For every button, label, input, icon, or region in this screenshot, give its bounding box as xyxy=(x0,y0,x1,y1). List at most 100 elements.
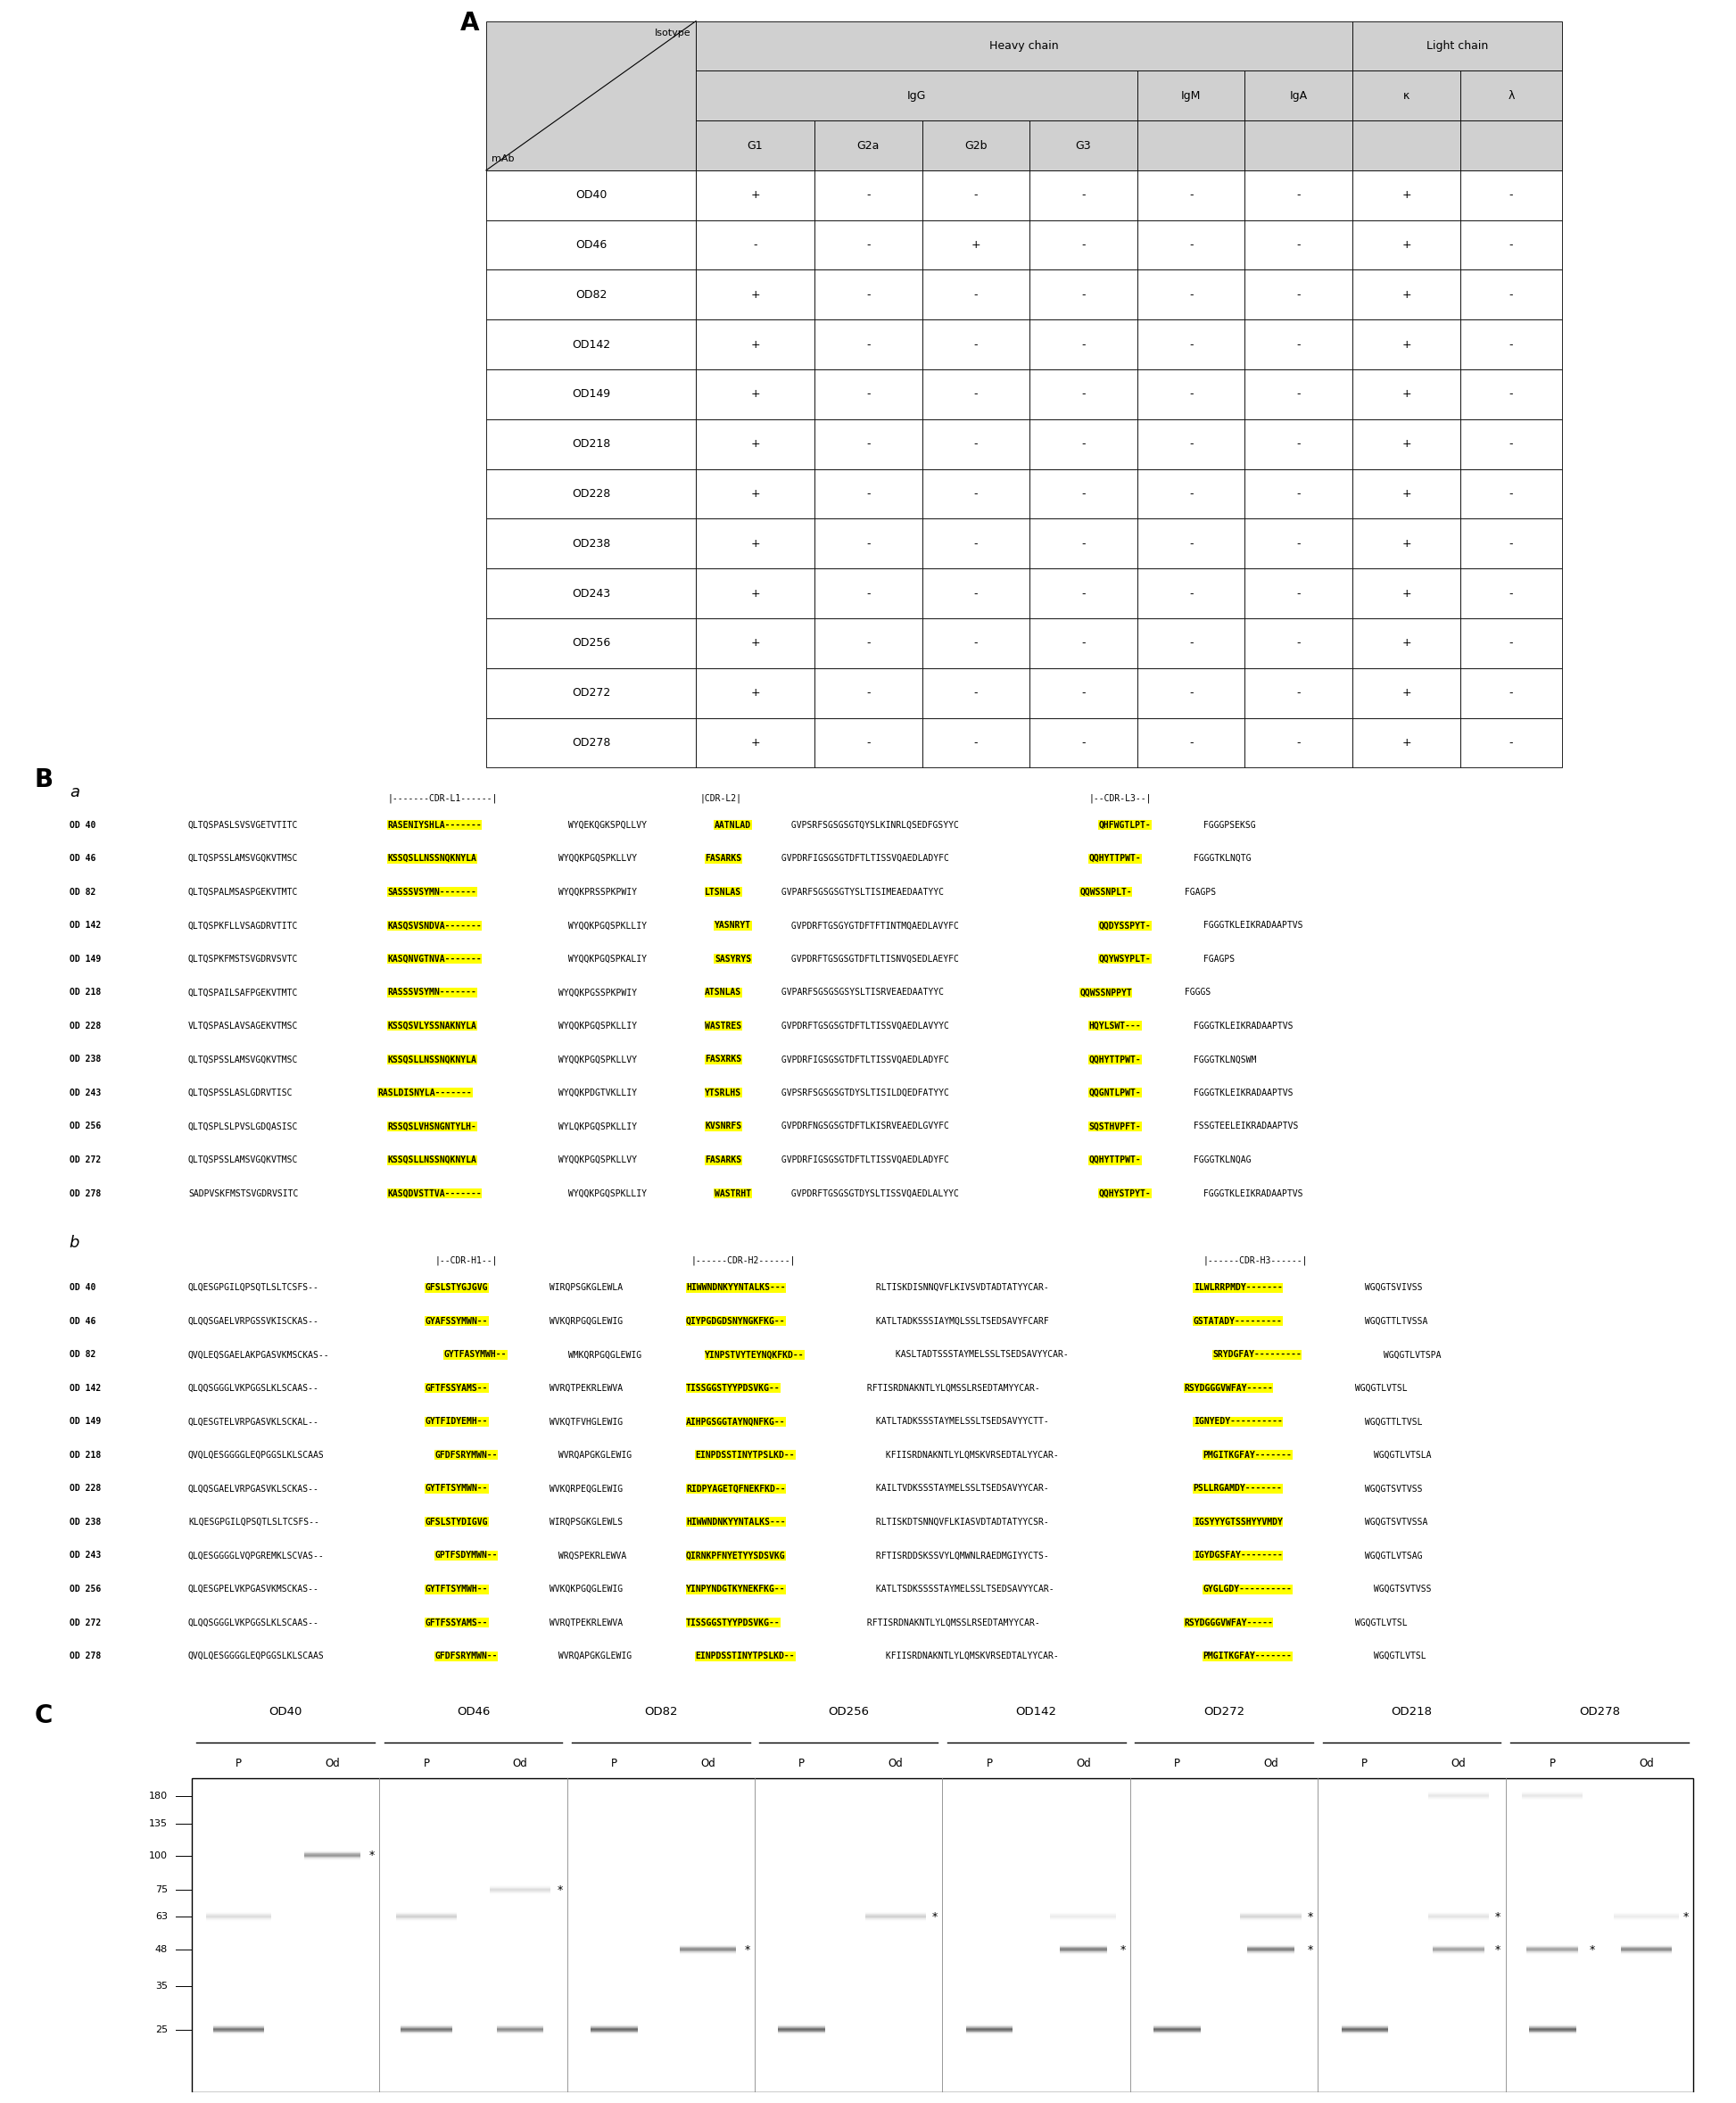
Bar xyxy=(696,72,1137,120)
Text: WVRQAPGKGLEWIG: WVRQAPGKGLEWIG xyxy=(554,1451,632,1459)
Text: -: - xyxy=(1297,189,1300,202)
Text: AIHPGSGGTAYNQNFKG--: AIHPGSGGTAYNQNFKG-- xyxy=(686,1417,786,1426)
Text: IgG: IgG xyxy=(908,90,925,101)
Bar xyxy=(1029,469,1137,519)
Text: *: * xyxy=(745,1943,750,1956)
Text: WGQGTLVTSLA: WGQGTLVTSLA xyxy=(1368,1451,1432,1459)
Text: RSYDGGGVWFAY-----: RSYDGGGVWFAY----- xyxy=(1184,1384,1272,1392)
Text: OD46: OD46 xyxy=(457,1706,490,1718)
Text: OD 40: OD 40 xyxy=(69,820,95,829)
Text: *: * xyxy=(1495,1912,1502,1922)
Bar xyxy=(1029,669,1137,717)
Text: FGGGTKLEIKRADAAPTVS: FGGGTKLEIKRADAAPTVS xyxy=(1198,921,1304,930)
Text: YTSRLHS: YTSRLHS xyxy=(705,1089,741,1098)
Bar xyxy=(1245,519,1352,568)
Text: -: - xyxy=(753,240,757,250)
Text: OD 256: OD 256 xyxy=(69,1586,101,1594)
Text: QVQLEQSGAELAKPGASVKMSCKAS--: QVQLEQSGAELAKPGASVKMSCKAS-- xyxy=(187,1350,330,1359)
Text: +: + xyxy=(750,189,760,202)
Text: GFDFSRYMWN--: GFDFSRYMWN-- xyxy=(434,1451,498,1459)
Text: OD 142: OD 142 xyxy=(69,921,101,930)
Text: 35: 35 xyxy=(155,1981,168,1989)
Text: QLQQSGAELVRPGASVKLSCKAS--: QLQQSGAELVRPGASVKLSCKAS-- xyxy=(187,1485,319,1493)
Text: -: - xyxy=(866,339,870,351)
Text: B: B xyxy=(35,768,54,793)
Text: OD278: OD278 xyxy=(1578,1706,1620,1718)
Text: |------CDR-H3------|: |------CDR-H3------| xyxy=(1203,1255,1307,1266)
Text: OD 278: OD 278 xyxy=(69,1188,101,1199)
Text: QLTQSPALMSASPGEKVTMTC: QLTQSPALMSASPGEKVTMTC xyxy=(187,887,299,896)
Text: QLTQSPSSLAMSVGQKVTMSC: QLTQSPSSLAMSVGQKVTMSC xyxy=(187,1056,299,1064)
Text: OD40: OD40 xyxy=(269,1706,302,1718)
Text: WIRQPSGKGLEWLS: WIRQPSGKGLEWLS xyxy=(543,1518,623,1527)
Bar xyxy=(1245,170,1352,221)
Text: QLQQSGAELVRPGSSVKISCKAS--: QLQQSGAELVRPGSSVKISCKAS-- xyxy=(187,1316,319,1325)
Text: OD272: OD272 xyxy=(1203,1706,1245,1718)
Text: WGQGTSVTVSSA: WGQGTSVTVSSA xyxy=(1359,1518,1427,1527)
Text: RASSSVSYMN-------: RASSSVSYMN------- xyxy=(387,988,476,997)
Text: HIWWNDNKYYNTALKS---: HIWWNDNKYYNTALKS--- xyxy=(686,1283,786,1291)
Bar xyxy=(1137,72,1245,120)
Bar xyxy=(486,469,696,519)
Text: FGGGTKLEIKRADAAPTVS: FGGGTKLEIKRADAAPTVS xyxy=(1189,1022,1293,1030)
Text: Od: Od xyxy=(325,1758,340,1769)
Text: +: + xyxy=(970,240,981,250)
Text: -: - xyxy=(1509,240,1514,250)
Text: WGQGTTLTVSL: WGQGTTLTVSL xyxy=(1359,1417,1422,1426)
Text: -: - xyxy=(1082,437,1085,450)
Text: 100: 100 xyxy=(149,1851,168,1859)
Text: GVPDRFIGSGSGTDFTLTISSVQAEDLADYFC: GVPDRFIGSGSGTDFTLTISSVQAEDLADYFC xyxy=(776,1056,950,1064)
Text: -: - xyxy=(1509,587,1514,599)
Text: QLQQSGGGLVKPGGSLKLSCAAS--: QLQQSGGGLVKPGGSLKLSCAAS-- xyxy=(187,1384,319,1392)
Text: -: - xyxy=(1189,736,1193,749)
Text: OD82: OD82 xyxy=(575,288,608,301)
Text: +: + xyxy=(1401,538,1411,549)
Text: RSSQSLVHSNGNTYLH-: RSSQSLVHSNGNTYLH- xyxy=(387,1123,476,1131)
Bar xyxy=(1245,269,1352,320)
Text: -: - xyxy=(1189,587,1193,599)
Text: -: - xyxy=(974,587,977,599)
Bar xyxy=(1137,669,1245,717)
Text: GFTFSSYAMS--: GFTFSSYAMS-- xyxy=(425,1617,488,1628)
Text: WGQGTLVTSAG: WGQGTLVTSAG xyxy=(1359,1552,1422,1560)
Text: WYQQKPDGTVKLLIY: WYQQKPDGTVKLLIY xyxy=(554,1089,637,1098)
Text: P: P xyxy=(1549,1758,1555,1769)
Text: +: + xyxy=(1401,688,1411,698)
Bar xyxy=(814,568,922,618)
Bar xyxy=(696,618,814,669)
Text: OD 142: OD 142 xyxy=(69,1384,101,1392)
Text: SASSSVSYMN-------: SASSSVSYMN------- xyxy=(387,887,476,896)
Text: -: - xyxy=(1297,538,1300,549)
Text: VLTQSPASLAVSAGEKVTMSC: VLTQSPASLAVSAGEKVTMSC xyxy=(187,1022,299,1030)
Text: -: - xyxy=(1082,488,1085,501)
Bar xyxy=(814,221,922,269)
Bar xyxy=(814,320,922,370)
Text: IGSYYYGTSSHYYVMDY: IGSYYYGTSSHYYVMDY xyxy=(1193,1518,1283,1527)
Text: mAb: mAb xyxy=(491,154,514,162)
Text: FGAGPS: FGAGPS xyxy=(1179,887,1215,896)
Bar xyxy=(922,269,1029,320)
Text: FGGGTKLEIKRADAAPTVS: FGGGTKLEIKRADAAPTVS xyxy=(1189,1089,1293,1098)
Text: |------CDR-H2------|: |------CDR-H2------| xyxy=(691,1255,795,1266)
Bar xyxy=(696,269,814,320)
Bar xyxy=(1029,370,1137,418)
Text: +: + xyxy=(1401,389,1411,400)
Text: -: - xyxy=(1082,339,1085,351)
Text: P: P xyxy=(986,1758,993,1769)
Bar xyxy=(1029,120,1137,170)
Text: FASARKS: FASARKS xyxy=(705,1155,741,1165)
Text: OD 228: OD 228 xyxy=(69,1485,101,1493)
Text: IgM: IgM xyxy=(1180,90,1201,101)
Text: -: - xyxy=(1082,288,1085,301)
Text: G1: G1 xyxy=(746,139,764,151)
Text: A: A xyxy=(460,11,479,36)
Bar xyxy=(486,221,696,269)
Bar xyxy=(486,269,696,320)
Text: OD256: OD256 xyxy=(571,637,611,650)
Bar xyxy=(1352,568,1460,618)
Bar xyxy=(696,469,814,519)
Bar xyxy=(696,669,814,717)
Text: QLTQSPSSLASLGDRVTISC: QLTQSPSSLASLGDRVTISC xyxy=(187,1089,293,1098)
Text: OD46: OD46 xyxy=(575,240,608,250)
Text: WVKQTFVHGLEWIG: WVKQTFVHGLEWIG xyxy=(543,1417,623,1426)
